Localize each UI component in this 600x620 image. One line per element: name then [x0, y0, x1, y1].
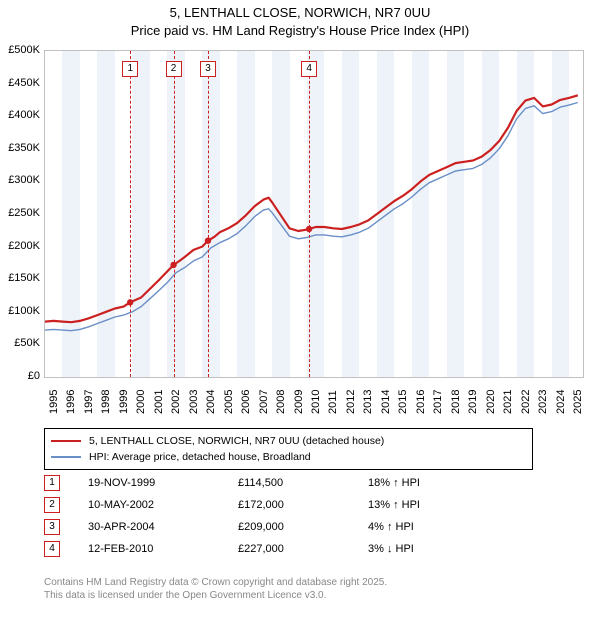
sale-index-box: 3: [44, 519, 60, 535]
sale-index-box: 2: [44, 497, 60, 513]
legend-label: HPI: Average price, detached house, Broa…: [89, 451, 311, 463]
legend-swatch: [51, 456, 81, 457]
x-tick-label: 1996: [65, 390, 73, 414]
x-tick-label: 2007: [258, 390, 266, 414]
x-tick-label: 2004: [205, 390, 213, 414]
x-tick-label: 2005: [223, 390, 231, 414]
sale-marker-box: 1: [122, 61, 138, 77]
y-tick-label: £250K: [0, 207, 40, 219]
chart-area: £0 £50K £100K £150K £200K £250K £300K £350K £400…: [0, 44, 600, 424]
sale-price: £172,000: [238, 499, 368, 511]
legend-label: 5, LENTHALL CLOSE, NORWICH, NR7 0UU (det…: [89, 435, 384, 447]
legend-swatch: [51, 440, 81, 442]
x-tick-label: 1997: [83, 390, 91, 414]
footer-line-1: Contains HM Land Registry data © Crown c…: [44, 576, 387, 589]
series-line: [45, 103, 578, 331]
sale-row: 1 19-NOV-1999£114,50018% ↑ HPI: [44, 472, 488, 494]
chart-title: 5, LENTHALL CLOSE, NORWICH, NR7 0UU Pric…: [0, 0, 600, 39]
title-line-2: Price paid vs. HM Land Registry's House …: [0, 22, 600, 40]
x-tick-label: 2022: [520, 390, 528, 414]
x-tick-label: 2010: [310, 390, 318, 414]
sale-index-box: 4: [44, 541, 60, 557]
y-tick-label: £500K: [0, 44, 40, 56]
sale-date: 19-NOV-1999: [88, 477, 238, 489]
y-tick-label: £0: [0, 370, 40, 382]
sale-index-box: 1: [44, 475, 60, 491]
x-tick-label: 2024: [555, 390, 563, 414]
line-series: [45, 51, 583, 377]
sale-row: 4 12-FEB-2010£227,0003% ↓ HPI: [44, 538, 488, 560]
y-tick-label: £400K: [0, 109, 40, 121]
sale-price: £227,000: [238, 543, 368, 555]
x-tick-label: 2023: [537, 390, 545, 414]
x-tick-label: 2017: [432, 390, 440, 414]
x-tick-label: 2015: [397, 390, 405, 414]
sale-marker-box: 3: [200, 61, 216, 77]
sales-table: 1 19-NOV-1999£114,50018% ↑ HPI 2 10-MAY-200…: [44, 472, 488, 560]
x-tick-label: 2011: [327, 390, 335, 414]
footer-line-2: This data is licensed under the Open Gov…: [44, 589, 387, 602]
y-tick-label: £350K: [0, 142, 40, 154]
x-tick-label: 2012: [345, 390, 353, 414]
sale-date: 30-APR-2004: [88, 521, 238, 533]
x-tick-label: 2003: [188, 390, 196, 414]
y-tick-label: £450K: [0, 77, 40, 89]
sale-marker-line: [174, 51, 175, 377]
sale-marker-line: [208, 51, 209, 377]
y-tick-label: £200K: [0, 240, 40, 252]
x-tick-label: 2002: [170, 390, 178, 414]
sale-hpidiff: 4% ↑ HPI: [368, 521, 488, 533]
x-tick-label: 1999: [118, 390, 126, 414]
series-line: [45, 95, 578, 322]
sale-hpidiff: 18% ↑ HPI: [368, 477, 488, 489]
sale-marker-box: 2: [166, 61, 182, 77]
sale-marker-line: [130, 51, 131, 377]
x-tick-label: 2016: [415, 390, 423, 414]
sale-marker-line: [309, 51, 310, 377]
legend-row: 5, LENTHALL CLOSE, NORWICH, NR7 0UU (det…: [51, 433, 526, 449]
x-tick-label: 2021: [502, 390, 510, 414]
sale-row: 3 30-APR-2004£209,0004% ↑ HPI: [44, 516, 488, 538]
y-tick-label: £50K: [0, 337, 40, 349]
x-tick-label: 1998: [100, 390, 108, 414]
title-line-1: 5, LENTHALL CLOSE, NORWICH, NR7 0UU: [0, 4, 600, 22]
sale-hpidiff: 13% ↑ HPI: [368, 499, 488, 511]
chart-legend: 5, LENTHALL CLOSE, NORWICH, NR7 0UU (det…: [44, 428, 533, 470]
sale-date: 10-MAY-2002: [88, 499, 238, 511]
x-tick-label: 2001: [153, 390, 161, 414]
legend-row: HPI: Average price, detached house, Broa…: [51, 449, 526, 465]
x-tick-label: 2018: [450, 390, 458, 414]
x-tick-label: 2025: [572, 390, 580, 414]
sale-date: 12-FEB-2010: [88, 543, 238, 555]
x-axis-ticks: 1995 1996 1997 1998 1999 2000 2001 2002 2003 2004…: [44, 380, 584, 422]
sale-price: £209,000: [238, 521, 368, 533]
x-tick-label: 2006: [240, 390, 248, 414]
x-tick-label: 2013: [362, 390, 370, 414]
y-tick-label: £300K: [0, 174, 40, 186]
sale-row: 2 10-MAY-2002£172,00013% ↑ HPI: [44, 494, 488, 516]
x-tick-label: 2020: [485, 390, 493, 414]
plot-area: 1 2 3 4: [44, 50, 584, 378]
attribution-footer: Contains HM Land Registry data © Crown c…: [44, 576, 387, 602]
x-tick-label: 2000: [135, 390, 143, 414]
sale-price: £114,500: [238, 477, 368, 489]
x-tick-label: 2019: [467, 390, 475, 414]
sale-marker-box: 4: [301, 61, 317, 77]
x-tick-label: 2008: [275, 390, 283, 414]
y-tick-label: £100K: [0, 305, 40, 317]
sale-hpidiff: 3% ↓ HPI: [368, 543, 488, 555]
x-tick-label: 2009: [293, 390, 301, 414]
x-tick-label: 1995: [48, 390, 56, 414]
x-tick-label: 2014: [380, 390, 388, 414]
y-tick-label: £150K: [0, 272, 40, 284]
